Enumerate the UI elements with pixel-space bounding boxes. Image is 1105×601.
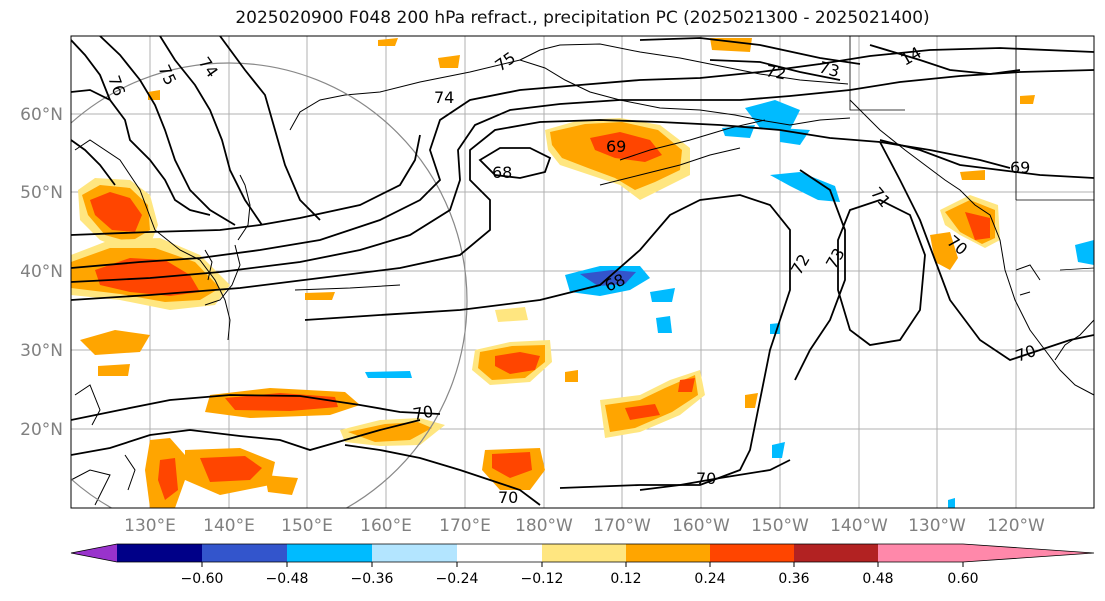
range-circle: [71, 62, 468, 508]
lon-label: 120°W: [987, 516, 1045, 536]
lon-label: 150°E: [281, 516, 333, 536]
contour-label: 70: [411, 402, 434, 424]
colorbar: −0.60 −0.48 −0.36 −0.24 −0.12 0.12 0.24 …: [70, 543, 1095, 587]
lat-label: 40°N: [20, 262, 63, 282]
lat-label: 30°N: [20, 341, 63, 361]
colorbar-extend-low: [71, 544, 117, 562]
contour-label: 73: [817, 58, 842, 82]
lon-label: 180°W: [515, 516, 573, 536]
lat-label: 50°N: [20, 183, 63, 203]
colorbar-tick: 0.36: [778, 571, 809, 587]
contour-label: 68: [492, 163, 512, 182]
colorbar-segment: [372, 544, 457, 562]
refractivity-contours: [71, 36, 1094, 506]
contour-label: 70: [696, 469, 716, 488]
coastlines: [71, 43, 1094, 506]
lat-label: 60°N: [20, 105, 63, 125]
lon-label: 160°W: [672, 516, 730, 536]
map-title: 2025020900 F048 200 hPa refract., precip…: [235, 8, 930, 28]
lon-label: 170°W: [593, 516, 651, 536]
contour-fine-lines: [294, 147, 741, 291]
colorbar-tick: 0.12: [610, 571, 641, 587]
colorbar-tick: 0.48: [862, 571, 893, 587]
lon-label: 140°E: [203, 516, 255, 536]
colorbar-tick: −0.12: [521, 571, 564, 587]
lon-label: 130°W: [908, 516, 966, 536]
precip-shading: [71, 38, 1094, 508]
colorbar-segment: [117, 544, 202, 562]
colorbar-tick: −0.24: [436, 571, 479, 587]
contour-label: 72: [764, 61, 787, 83]
colorbar-tick: −0.48: [266, 571, 309, 587]
colorbar-extend-high: [963, 544, 1094, 562]
colorbar-segment: [457, 544, 542, 562]
contour-label: 69: [1010, 158, 1030, 177]
colorbar-tick: −0.60: [181, 571, 224, 587]
map-frame: [70, 35, 1095, 509]
lon-label: 150°W: [751, 516, 809, 536]
lat-label: 20°N: [20, 420, 63, 440]
colorbar-segment: [287, 544, 372, 562]
lon-label: 130°E: [124, 516, 176, 536]
colorbar-tick: −0.36: [351, 571, 394, 587]
colorbar-segment: [626, 544, 710, 562]
lon-label: 160°E: [360, 516, 412, 536]
lon-label: 140°W: [830, 516, 888, 536]
latitude-labels: 60°N 50°N 40°N 30°N 20°N: [20, 105, 63, 440]
colorbar-segment: [202, 544, 287, 562]
colorbar-segment: [710, 544, 794, 562]
colorbar-tick: 0.24: [694, 571, 725, 587]
lon-label: 170°E: [439, 516, 491, 536]
longitude-labels: 130°E 140°E 150°E 160°E 170°E 180°W 170°…: [124, 516, 1045, 536]
contour-label: 69: [606, 137, 626, 156]
contour-label: 70: [498, 488, 518, 507]
colorbar-tick: 0.60: [947, 571, 978, 587]
contour-label: 74: [434, 88, 454, 107]
colorbar-segment: [794, 544, 878, 562]
colorbar-segment: [542, 544, 626, 562]
colorbar-segment: [878, 544, 963, 562]
